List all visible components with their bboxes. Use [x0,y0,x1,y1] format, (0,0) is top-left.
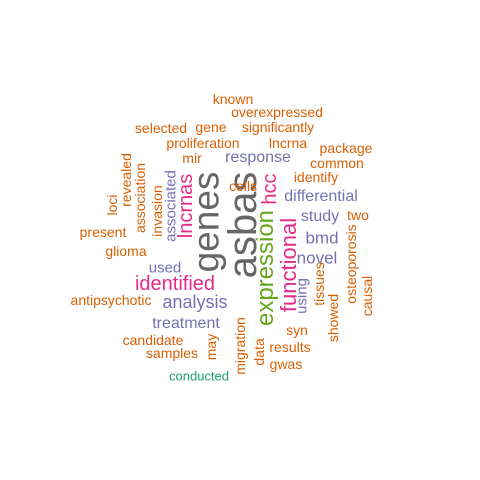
word: common [310,155,364,171]
word: antipsychotic [70,292,152,308]
word: may [203,333,219,361]
word: bmd [305,228,339,248]
word: mir [182,150,202,166]
word: differential [284,188,358,205]
word: present [79,224,127,240]
word: candidate [122,332,184,348]
word: known [212,91,254,107]
word: cells [228,178,258,194]
word: syn [286,322,308,338]
word: loci [104,194,120,216]
word: study [300,208,340,225]
word: showed [325,293,341,343]
word: identified [134,273,216,295]
word: two [347,207,369,223]
word: novel [296,248,338,268]
word: osteoporosis [343,224,359,304]
word: conducted [169,368,229,384]
word: invasion [149,185,165,237]
word: migration [232,317,248,375]
word: significantly [241,119,315,135]
word: treatment [152,315,220,332]
word: identify [293,169,339,185]
word: used [148,259,182,277]
word: selected [134,120,188,136]
word: associated [162,170,180,242]
word: hcc [259,173,281,205]
word: package [319,140,373,156]
word: revealed [118,153,134,207]
word: overexpressed [231,104,323,120]
word: using [293,278,311,314]
word: data [251,338,267,366]
word: proliferation [166,135,240,151]
word: gene [195,119,227,135]
word: response [225,149,291,166]
word: samples [145,345,199,361]
word: results [269,339,311,355]
word: tissues [311,262,327,306]
word: lncrna [268,135,308,151]
word: causal [359,275,375,317]
word: analysis [162,292,228,312]
word: gwas [269,356,303,372]
word: glioma [105,243,147,259]
word: expression [252,209,279,327]
word: association [132,162,148,234]
